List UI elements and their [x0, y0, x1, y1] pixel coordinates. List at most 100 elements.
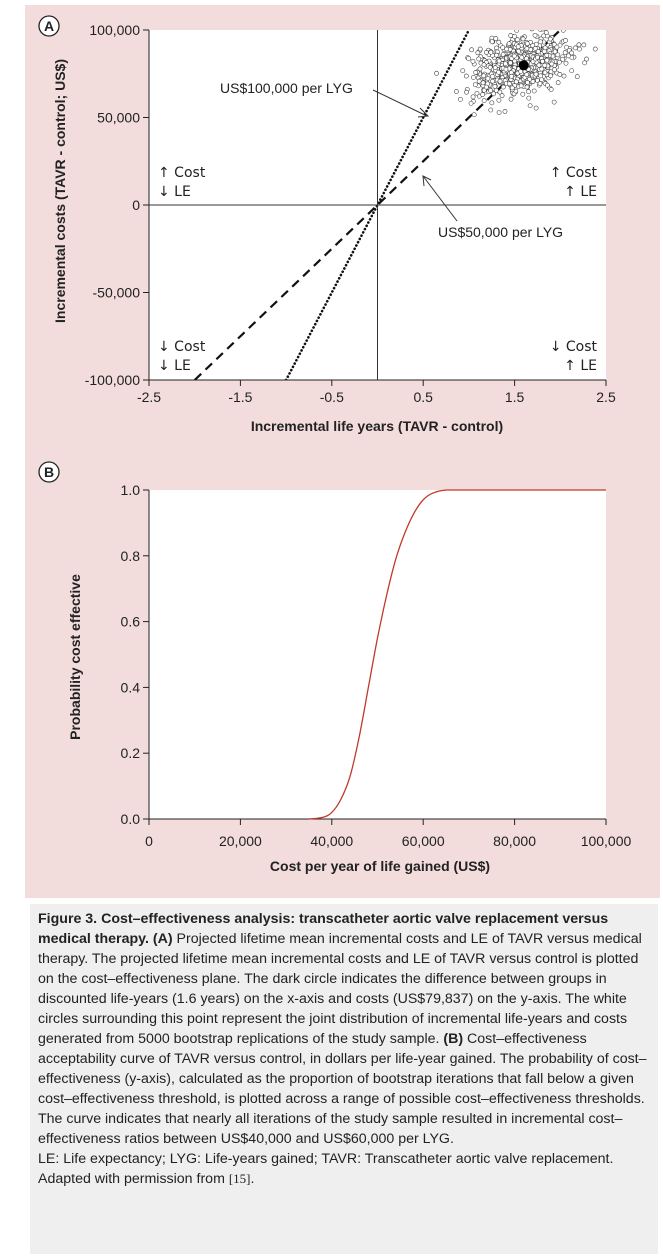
panel-b-ytick-label: 0.8	[121, 548, 141, 564]
panel-b-xtick-label: 80,000	[493, 833, 536, 849]
panel-a-xtick-label: 0.5	[413, 389, 433, 405]
bootstrap-point	[561, 18, 565, 22]
bootstrap-point	[562, 50, 568, 55]
bootstrap-point	[471, 75, 476, 80]
bootstrap-point	[561, 73, 567, 79]
bootstrap-point	[476, 78, 482, 84]
panel-a-xlabel: Incremental life years (TAVR - control)	[251, 418, 503, 434]
bootstrap-point	[496, 39, 502, 45]
bootstrap-point	[525, 80, 530, 85]
bootstrap-point	[468, 101, 474, 106]
panel-b-xtick-label: 100,000	[581, 833, 632, 849]
bootstrap-point	[481, 73, 487, 79]
bootstrap-point	[514, 30, 520, 33]
bootstrap-point	[538, 73, 543, 79]
panel-b-xtick-label: 0	[145, 833, 153, 849]
annotation-50k: US$50,000 per LYG	[438, 224, 563, 240]
bootstrap-point	[531, 88, 537, 94]
bootstrap-point	[463, 73, 469, 79]
caption-source-text: Adapted with permission from	[38, 1171, 225, 1187]
bootstrap-point	[487, 64, 493, 70]
bootstrap-point	[542, 62, 548, 68]
bootstrap-point	[496, 58, 502, 64]
bootstrap-point	[530, 43, 536, 48]
bootstrap-point	[563, 60, 569, 66]
bootstrap-point	[491, 91, 497, 97]
bootstrap-point	[550, 53, 556, 59]
bootstrap-point	[552, 67, 557, 73]
panel-b-ytick-label: 0.2	[121, 745, 141, 761]
bootstrap-point	[520, 91, 526, 97]
bootstrap-point	[518, 69, 524, 74]
acceptability-curve	[308, 489, 606, 820]
bootstrap-point	[494, 52, 499, 58]
bootstrap-point	[473, 70, 479, 75]
bootstrap-point	[485, 76, 491, 81]
bootstrap-point	[496, 97, 502, 103]
bootstrap-point	[527, 103, 533, 109]
bootstrap-point	[544, 57, 550, 63]
panel-b-xtick-label: 60,000	[402, 833, 445, 849]
bootstrap-point	[574, 74, 580, 80]
figure-caption: Figure 3. Cost–effectiveness analysis: t…	[30, 904, 658, 1254]
caption-title: Figure 3. Cost–effectiveness analysis: t…	[38, 911, 609, 947]
bootstrap-point	[554, 44, 560, 50]
bootstrap-point	[535, 49, 541, 54]
bootstrap-point	[516, 48, 522, 54]
panel-a-ytick-label: 0	[132, 197, 140, 213]
caption-source-end: .	[250, 1171, 255, 1187]
panel-b-ytick-label: 0.0	[121, 811, 141, 827]
bootstrap-point	[518, 22, 522, 26]
reference-line-1	[193, 30, 562, 380]
bootstrap-cloud	[434, 18, 598, 118]
bootstrap-point	[564, 44, 569, 50]
bootstrap-point	[481, 98, 487, 103]
quadrant-label-top-right: ↑ LE	[564, 184, 597, 200]
bootstrap-point	[466, 56, 471, 61]
bootstrap-point	[524, 46, 530, 51]
figure-panel: A Incremental costs (TAVR - control; US$…	[25, 5, 660, 898]
panel-a-xtick-label: 1.5	[505, 389, 525, 405]
panel-a-ytick-label: -50,000	[93, 285, 141, 301]
bootstrap-point	[477, 66, 483, 72]
bootstrap-point	[509, 73, 514, 79]
quadrant-label-bottom-right: ↑ LE	[564, 358, 597, 374]
bootstrap-point	[549, 61, 555, 67]
bootstrap-point	[457, 96, 463, 102]
bootstrap-point	[540, 58, 545, 64]
bootstrap-point	[484, 84, 489, 90]
panel-a: A Incremental costs (TAVR - control; US$…	[38, 15, 616, 434]
bootstrap-point	[496, 110, 502, 115]
panel-b-xlabel: Cost per year of life gained (US$)	[270, 858, 490, 874]
bootstrap-point	[503, 67, 509, 72]
bootstrap-point	[508, 33, 514, 38]
bootstrap-point	[533, 71, 539, 77]
bootstrap-point	[569, 68, 575, 74]
bootstrap-point	[488, 107, 494, 113]
bootstrap-point	[573, 45, 578, 51]
bootstrap-point	[489, 39, 495, 45]
caption-text-b: Cost–effectiveness acceptability curve o…	[38, 1031, 647, 1147]
bootstrap-point	[508, 96, 514, 102]
bootstrap-point	[497, 78, 503, 84]
bootstrap-point	[555, 52, 561, 58]
bootstrap-point	[518, 83, 524, 89]
caption-source-ref: [15]	[228, 1171, 251, 1186]
panel-b-plot-area	[149, 490, 606, 819]
bootstrap-point	[492, 84, 498, 89]
quadrant-label-bottom-left: ↓ Cost	[158, 339, 206, 355]
panel-b-xtick-label: 20,000	[219, 833, 262, 849]
bootstrap-point	[533, 105, 539, 111]
caption-text-a: Projected lifetime mean incremental cost…	[38, 931, 642, 1047]
point-estimate	[518, 60, 529, 71]
caption-source: Adapted with permission from [15].	[38, 1169, 650, 1189]
bootstrap-point	[453, 89, 459, 94]
bootstrap-point	[526, 95, 532, 101]
bootstrap-point	[481, 62, 487, 68]
bootstrap-point	[504, 46, 509, 52]
bootstrap-point	[547, 36, 553, 42]
quadrant-labels: ↑ Cost ↓ LE ↑ Cost ↑ LE ↓ Cost ↓ LE ↓ Cost ↑ LE	[158, 165, 598, 374]
bootstrap-point	[542, 70, 548, 75]
panel-b: B Probability cost effective Cost per ye…	[38, 461, 632, 874]
caption-label-b: (B)	[443, 1031, 464, 1047]
